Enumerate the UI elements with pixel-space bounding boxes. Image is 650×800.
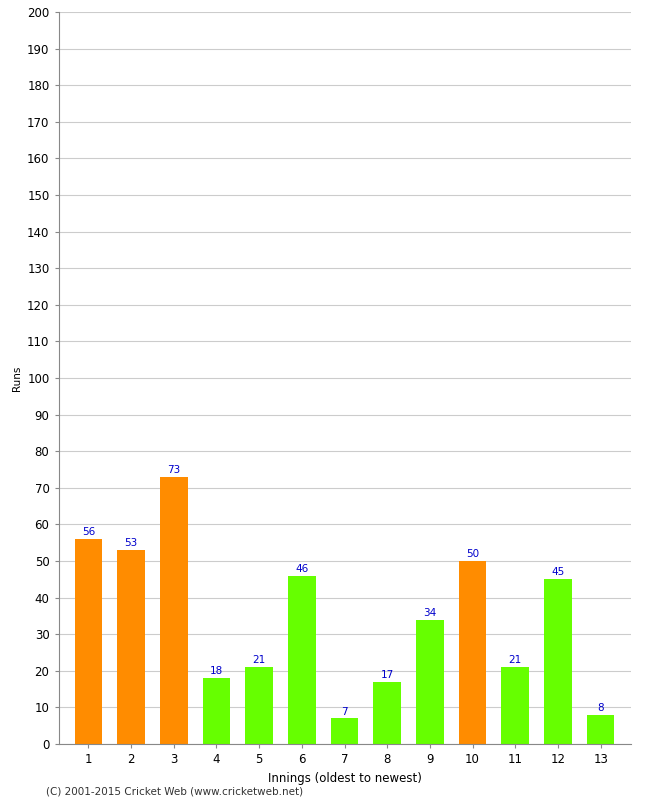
Bar [416,619,444,744]
Bar [459,561,486,744]
Text: 34: 34 [423,608,437,618]
Text: 56: 56 [82,527,95,538]
Bar [501,667,529,744]
Bar [331,718,358,744]
Bar [117,550,145,744]
Text: 7: 7 [341,706,348,717]
Bar [245,667,273,744]
Text: 18: 18 [210,666,223,676]
Bar [587,714,614,744]
Text: 53: 53 [124,538,138,548]
Text: 45: 45 [551,567,565,578]
Bar [288,576,316,744]
Bar [373,682,401,744]
Y-axis label: Runs: Runs [12,366,21,390]
Bar [203,678,230,744]
Text: 73: 73 [167,465,181,475]
Text: (C) 2001-2015 Cricket Web (www.cricketweb.net): (C) 2001-2015 Cricket Web (www.cricketwe… [46,786,303,796]
Text: 46: 46 [295,564,309,574]
Bar [544,579,572,744]
Bar [75,539,102,744]
Text: 8: 8 [597,703,604,713]
Text: 21: 21 [508,655,522,666]
X-axis label: Innings (oldest to newest): Innings (oldest to newest) [268,771,421,785]
Text: 17: 17 [380,670,394,680]
Text: 50: 50 [466,549,479,559]
Text: 21: 21 [252,655,266,666]
Bar [160,477,188,744]
